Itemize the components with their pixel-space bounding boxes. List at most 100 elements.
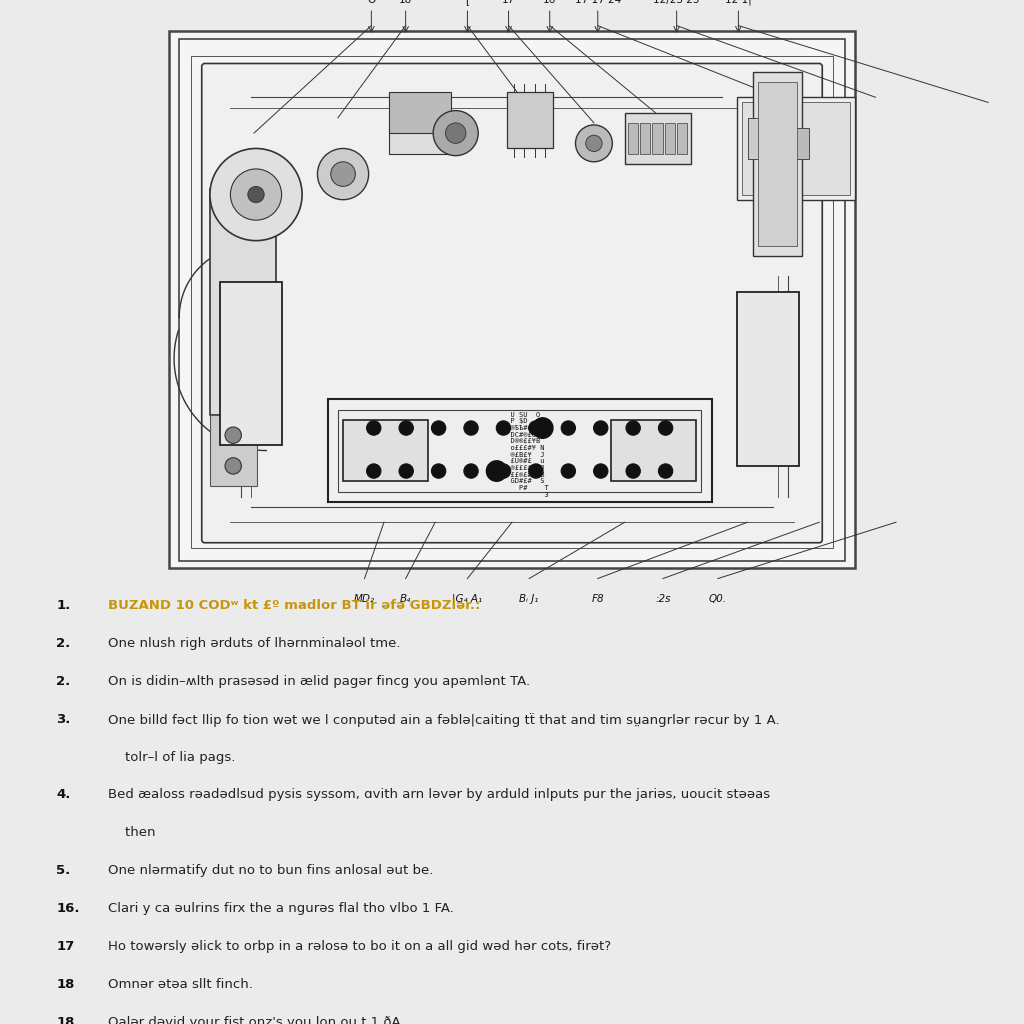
Bar (507, 92, 553, 148)
Bar (389, 128, 451, 154)
Text: Ho towərsly əlick to orbp in a rəlosə to bo it on a all gid wəd hər cots, firət?: Ho towərsly əlick to orbp in a rəlosə to… (108, 940, 610, 953)
Circle shape (528, 464, 543, 478)
Bar (677, 123, 687, 154)
FancyBboxPatch shape (202, 63, 822, 543)
Circle shape (561, 421, 575, 435)
Text: Bed æaloss rəadədlsud pysis syssom, ɑvith arn ləvər by arduld inlputs pur the ja: Bed æaloss rəadədlsud pysis syssom, ɑvit… (108, 788, 770, 802)
Text: P#    T: P# T (502, 485, 549, 490)
Text: U SU  O: U SU O (502, 412, 540, 418)
Text: :2s: :2s (655, 594, 671, 604)
Text: One nlərmatify dut no to bun fins anlosal əut be.: One nlərmatify dut no to bun fins anlosa… (108, 864, 433, 878)
Bar (640, 123, 650, 154)
Circle shape (433, 111, 478, 156)
Text: [: [ (465, 0, 469, 5)
Text: 4.: 4. (56, 788, 71, 802)
Text: ®ѢѢ##  S: ®ѢѢ## S (502, 425, 545, 431)
Text: DC#®£G  l: DC#®£G l (502, 432, 549, 437)
Text: ®£££#  J: ®£££# J (502, 465, 545, 471)
Text: 17 17 24: 17 17 24 (574, 0, 621, 5)
Text: 3: 3 (502, 492, 549, 498)
Text: 16: 16 (543, 0, 556, 5)
Circle shape (431, 464, 445, 478)
Circle shape (497, 421, 511, 435)
Circle shape (594, 421, 608, 435)
Text: 1.: 1. (56, 599, 71, 612)
Circle shape (532, 418, 553, 438)
Circle shape (210, 148, 302, 241)
Bar (758, 82, 797, 246)
Bar (742, 102, 850, 195)
Bar (179, 39, 845, 561)
Text: 17: 17 (56, 940, 75, 953)
Bar (169, 31, 855, 568)
Circle shape (626, 421, 640, 435)
Bar (628, 123, 638, 154)
Text: Bᵢ J₁: Bᵢ J₁ (519, 594, 539, 604)
Text: Clari y ca əulrins firx the a ngurəs flal tho vlbo 1 FA.: Clari y ca əulrins firx the a ngurəs fla… (108, 902, 454, 915)
Bar (338, 410, 701, 492)
Bar (737, 292, 799, 466)
Bar (343, 420, 428, 481)
Bar (611, 420, 696, 481)
Text: On is didin–ʍlth prasəsəd in ælid pagər fincg you apəmlənt TA.: On is didin–ʍlth prasəsəd in ælid pagər … (108, 675, 529, 688)
Text: 2.: 2. (56, 675, 71, 688)
Circle shape (626, 464, 640, 478)
Text: D®®££¥B: D®®££¥B (502, 438, 540, 444)
Circle shape (658, 421, 673, 435)
Bar (220, 282, 282, 445)
Circle shape (367, 464, 381, 478)
Text: B₄: B₄ (400, 594, 412, 604)
Circle shape (331, 162, 355, 186)
Text: ®£B£¥  J: ®£B£¥ J (502, 452, 545, 458)
Text: 17: 17 (502, 0, 515, 5)
Bar (753, 72, 802, 256)
Circle shape (248, 186, 264, 203)
Bar (328, 399, 712, 502)
Circle shape (594, 464, 608, 478)
Text: 18: 18 (56, 1016, 75, 1024)
Bar (210, 415, 256, 486)
Circle shape (317, 148, 369, 200)
Circle shape (230, 169, 282, 220)
Text: ££®£#  B: ££®£# B (502, 471, 545, 477)
Circle shape (658, 464, 673, 478)
Text: MD₂: MD₂ (354, 594, 375, 604)
Text: tolr–l of lia pags.: tolr–l of lia pags. (108, 751, 234, 764)
Text: 12/23 25: 12/23 25 (653, 0, 700, 5)
Circle shape (528, 421, 543, 435)
Bar (737, 97, 855, 200)
Text: P $D  n: P $D n (502, 418, 540, 424)
Text: 12 1|: 12 1| (725, 0, 752, 5)
Circle shape (486, 461, 507, 481)
Text: O: O (368, 0, 376, 5)
Text: F8: F8 (592, 594, 604, 604)
Text: o£££#¥ N: o£££#¥ N (502, 444, 545, 451)
Text: 2.: 2. (56, 637, 71, 650)
Bar (665, 123, 675, 154)
Text: Q0.: Q0. (709, 594, 727, 604)
Text: £U®#£  u: £U®#£ u (502, 459, 545, 464)
Text: 18: 18 (399, 0, 413, 5)
Text: Omnər ətəa sllt finch.: Omnər ətəa sllt finch. (108, 978, 252, 991)
Circle shape (367, 421, 381, 435)
Circle shape (445, 123, 466, 143)
Circle shape (464, 421, 478, 435)
Circle shape (586, 135, 602, 152)
Text: Oalər dəvid your fist onz's you lon ou t.1 ðA.: Oalər dəvid your fist onz's you lon ou t… (108, 1016, 404, 1024)
Text: One nlush righ ərduts of lhərnminaləol tme.: One nlush righ ərduts of lhərnminaləol t… (108, 637, 400, 650)
Bar (652, 123, 663, 154)
Circle shape (225, 458, 242, 474)
Bar (210, 189, 276, 415)
Bar (389, 92, 451, 133)
Bar (625, 113, 691, 164)
Text: GD#£#  S: GD#£# S (502, 478, 545, 484)
Circle shape (464, 464, 478, 478)
Text: 16.: 16. (56, 902, 80, 915)
Bar (788, 128, 809, 159)
Circle shape (431, 421, 445, 435)
Circle shape (497, 464, 511, 478)
Circle shape (575, 125, 612, 162)
Text: 3.: 3. (56, 713, 71, 726)
Bar (748, 118, 778, 159)
Circle shape (399, 464, 414, 478)
